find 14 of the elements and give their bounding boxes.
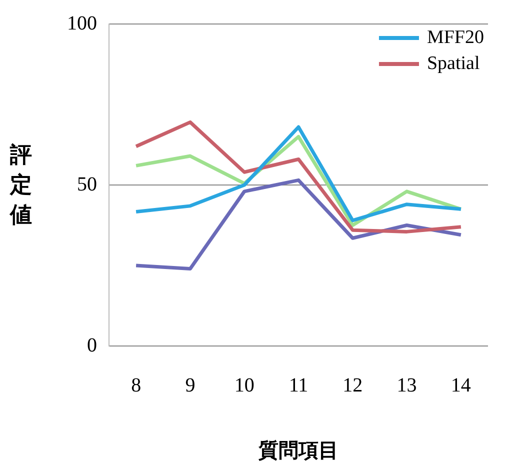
x-tick-label: 12: [342, 374, 363, 396]
y-axis-title: 評定値: [10, 141, 33, 230]
legend-label: MFF20: [426, 26, 484, 48]
x-tick-label: 8: [131, 374, 142, 396]
x-tick-label: 9: [185, 374, 196, 396]
y-tick-label: 0: [87, 334, 97, 356]
x-tick-label: 14: [450, 374, 471, 396]
x-tick-label: 11: [288, 374, 308, 396]
x-tick-label: 13: [396, 374, 417, 396]
x-tick-label: 10: [234, 374, 254, 396]
x-axis-title: 質問項目: [258, 438, 338, 462]
y-tick-label: 100: [67, 12, 97, 34]
legend-label: Spatial: [426, 52, 480, 74]
y-tick-label: 50: [77, 173, 97, 196]
